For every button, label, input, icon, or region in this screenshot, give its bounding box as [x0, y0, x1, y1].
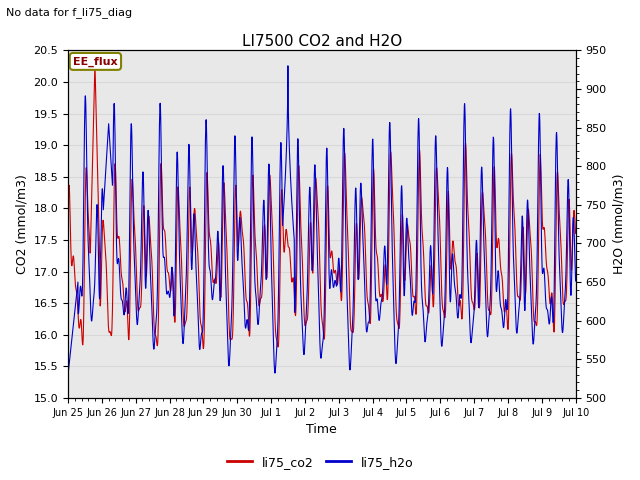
li75_co2: [465, 214, 472, 219]
li75_h2o: [464, 276, 472, 282]
li75_co2: [91, 60, 99, 66]
Legend: li75_co2, li75_h2o: li75_co2, li75_h2o: [221, 451, 419, 474]
Title: LI7500 CO2 and H2O: LI7500 CO2 and H2O: [242, 34, 402, 49]
Line: li75_h2o: li75_h2o: [68, 66, 575, 375]
Y-axis label: CO2 (mmol/m3): CO2 (mmol/m3): [15, 174, 28, 274]
li75_co2: [64, 216, 72, 222]
Line: li75_co2: li75_co2: [68, 63, 575, 348]
li75_co2: [572, 230, 579, 236]
li75_co2: [200, 346, 207, 351]
li75_h2o: [557, 305, 565, 311]
li75_h2o: [311, 163, 319, 169]
Y-axis label: H2O (mmol/m3): H2O (mmol/m3): [612, 174, 625, 275]
li75_h2o: [64, 372, 72, 378]
Text: No data for f_li75_diag: No data for f_li75_diag: [6, 7, 132, 18]
li75_h2o: [298, 308, 305, 314]
li75_co2: [90, 102, 98, 108]
li75_h2o: [284, 63, 292, 69]
X-axis label: Time: Time: [307, 423, 337, 436]
li75_h2o: [572, 278, 579, 284]
Text: EE_flux: EE_flux: [73, 56, 118, 67]
li75_co2: [312, 178, 319, 184]
li75_co2: [557, 246, 565, 252]
li75_co2: [298, 247, 306, 252]
li75_co2: [557, 253, 565, 259]
li75_h2o: [557, 298, 564, 303]
li75_h2o: [90, 293, 98, 299]
